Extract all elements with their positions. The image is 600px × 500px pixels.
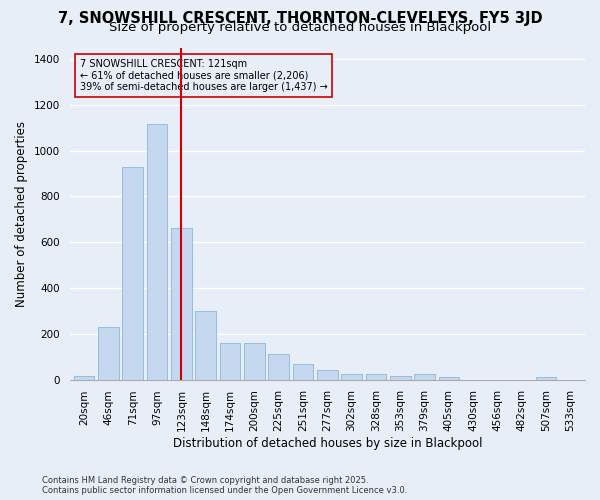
Bar [365, 374, 386, 380]
Bar [147, 124, 167, 380]
Bar [244, 343, 265, 380]
Bar [536, 378, 556, 380]
Bar [171, 228, 192, 380]
Bar [341, 374, 362, 380]
Text: Contains HM Land Registry data © Crown copyright and database right 2025.
Contai: Contains HM Land Registry data © Crown c… [42, 476, 407, 495]
Bar [98, 327, 119, 380]
Text: Size of property relative to detached houses in Blackpool: Size of property relative to detached ho… [109, 22, 491, 35]
Bar [268, 354, 289, 380]
Bar [122, 166, 143, 380]
Text: 7 SNOWSHILL CRESCENT: 121sqm
← 61% of detached houses are smaller (2,206)
39% of: 7 SNOWSHILL CRESCENT: 121sqm ← 61% of de… [80, 59, 328, 92]
X-axis label: Distribution of detached houses by size in Blackpool: Distribution of detached houses by size … [173, 437, 482, 450]
Bar [414, 374, 435, 380]
Bar [74, 376, 94, 380]
Y-axis label: Number of detached properties: Number of detached properties [15, 120, 28, 306]
Bar [196, 311, 216, 380]
Bar [317, 370, 338, 380]
Bar [390, 376, 410, 380]
Bar [439, 377, 459, 380]
Text: 7, SNOWSHILL CRESCENT, THORNTON-CLEVELEYS, FY5 3JD: 7, SNOWSHILL CRESCENT, THORNTON-CLEVELEY… [58, 11, 542, 26]
Bar [220, 343, 241, 380]
Bar [293, 364, 313, 380]
